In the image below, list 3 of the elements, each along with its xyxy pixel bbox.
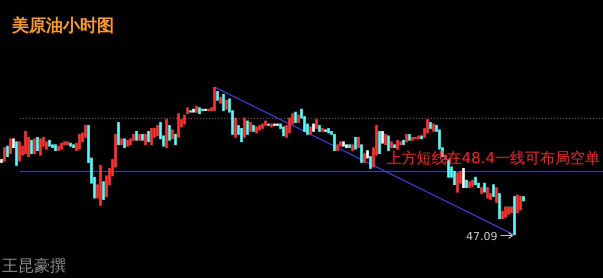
chart-title: 美原油小时图: [11, 16, 114, 36]
annotation: 47.09: [466, 230, 498, 243]
text: 王昆豪撰: [2, 256, 66, 275]
